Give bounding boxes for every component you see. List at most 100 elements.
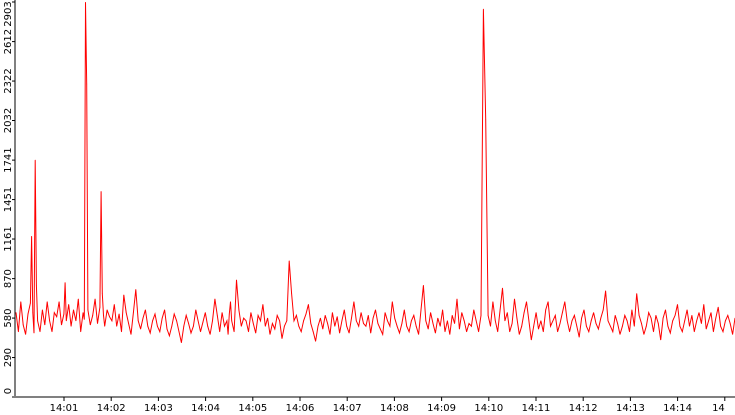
- data-point: [51, 331, 53, 333]
- data-point: [159, 331, 161, 333]
- data-point: [267, 317, 268, 319]
- data-point: [420, 309, 422, 311]
- data-point: [348, 332, 350, 334]
- data-point: [296, 315, 297, 316]
- y-tick-label: 2612: [3, 29, 14, 54]
- data-point: [272, 323, 273, 324]
- data-point: [483, 8, 484, 10]
- data-point: [480, 315, 482, 316]
- data-point: [100, 191, 102, 192]
- data-point: [463, 320, 465, 322]
- data-point: [238, 309, 240, 311]
- data-point: [415, 325, 417, 327]
- data-point: [384, 312, 386, 313]
- data-point: [221, 312, 223, 313]
- data-point: [684, 320, 686, 322]
- x-tick-label: 14:06: [286, 403, 315, 414]
- data-point: [576, 325, 578, 327]
- data-point: [252, 323, 254, 324]
- data-point: [492, 301, 494, 303]
- data-point: [732, 334, 733, 335]
- data-point: [672, 320, 674, 322]
- data-point: [82, 312, 84, 313]
- data-point: [595, 323, 597, 324]
- data-point: [303, 320, 304, 322]
- data-point: [717, 306, 719, 308]
- x-tick-label: 14:07: [333, 403, 362, 414]
- data-point: [425, 320, 427, 322]
- data-point: [94, 298, 96, 300]
- data-point: [657, 323, 659, 324]
- data-point: [80, 331, 82, 333]
- data-point: [248, 331, 249, 333]
- data-point: [73, 309, 74, 311]
- data-point: [564, 301, 566, 303]
- data-point: [130, 334, 132, 335]
- data-point: [459, 328, 460, 330]
- data-point: [389, 325, 391, 327]
- data-point: [97, 323, 98, 324]
- data-point: [502, 287, 503, 289]
- data-point: [427, 328, 429, 330]
- data-point: [27, 313, 29, 315]
- y-tick-label: 0: [3, 388, 14, 394]
- data-point: [284, 325, 285, 327]
- data-point: [473, 309, 475, 311]
- data-point: [394, 317, 396, 319]
- data-point: [363, 323, 364, 324]
- data-point: [413, 315, 415, 316]
- data-point: [171, 325, 173, 327]
- data-point: [612, 331, 614, 333]
- data-point: [655, 315, 657, 316]
- data-point: [641, 323, 642, 324]
- data-point: [677, 304, 678, 305]
- data-point: [109, 316, 110, 318]
- data-point: [89, 324, 91, 326]
- data-point: [633, 325, 635, 327]
- data-point: [703, 304, 705, 305]
- data-point: [291, 293, 292, 294]
- y-tick-label: 2322: [3, 68, 14, 93]
- data-point: [715, 317, 717, 319]
- data-point: [490, 325, 491, 327]
- data-point: [382, 334, 384, 335]
- data-point: [686, 309, 688, 311]
- data-point: [166, 328, 168, 330]
- data-point: [83, 319, 85, 320]
- data-point: [396, 325, 398, 327]
- data-point: [20, 301, 22, 303]
- data-point: [547, 301, 549, 303]
- data-point: [693, 331, 695, 333]
- data-point: [46, 301, 48, 303]
- data-point: [185, 315, 187, 316]
- data-point: [629, 331, 630, 333]
- data-point: [610, 325, 611, 327]
- data-point: [228, 313, 230, 315]
- data-point: [516, 317, 518, 319]
- data-point: [169, 335, 170, 337]
- data-point: [147, 325, 149, 327]
- data-point: [269, 334, 271, 335]
- data-point: [619, 334, 621, 335]
- data-point: [497, 331, 499, 333]
- data-point: [447, 320, 448, 322]
- data-point: [518, 334, 520, 335]
- data-point: [554, 315, 556, 316]
- data-point: [243, 317, 245, 319]
- x-tick-label: 14:03: [144, 403, 173, 414]
- x-tick-label: 14:11: [522, 403, 551, 414]
- data-point: [722, 331, 724, 333]
- data-point: [118, 313, 120, 315]
- data-point: [494, 320, 496, 322]
- data-point: [42, 309, 43, 311]
- data-point: [638, 315, 640, 316]
- data-point: [442, 309, 443, 311]
- data-point: [468, 323, 470, 324]
- data-point: [212, 320, 213, 322]
- data-point: [526, 301, 527, 303]
- data-point: [250, 312, 252, 313]
- data-point: [276, 315, 278, 316]
- data-point: [317, 325, 319, 327]
- data-point: [535, 312, 537, 313]
